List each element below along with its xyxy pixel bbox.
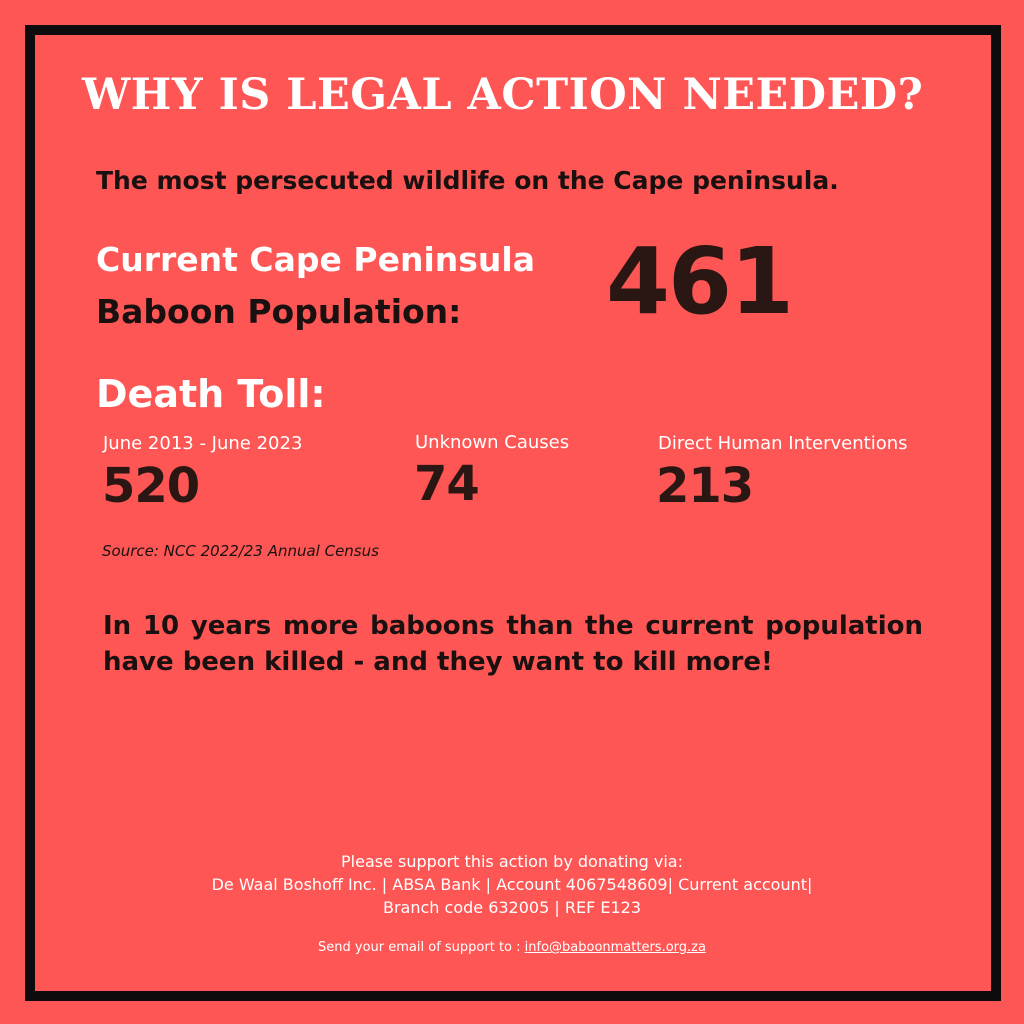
stat-value-unknown-causes: 74 [414,456,480,512]
stat-label-period: June 2013 - June 2023 [103,433,303,454]
population-value: 461 [606,228,794,335]
population-label-line1: Current Cape Peninsula [96,240,535,279]
poster-frame [25,25,1001,1001]
death-toll-heading: Death Toll: [96,372,326,416]
contact-prefix: Send your email of support to : [318,940,525,955]
source-note: Source: NCC 2022/23 Annual Census [102,542,379,560]
stat-value-period: 520 [102,458,200,514]
page-title: WHY IS LEGAL ACTION NEEDED? [82,70,924,120]
subtitle: The most persecuted wildlife on the Cape… [96,166,839,195]
stat-label-human-interventions: Direct Human Interventions [658,433,908,454]
contact-line: Send your email of support to : info@bab… [120,940,904,955]
donation-line-1: Please support this action by donating v… [341,852,683,871]
donation-line-2: De Waal Boshoff Inc. | ABSA Bank | Accou… [211,875,813,894]
email-link[interactable]: info@baboonmatters.org.za [524,940,706,955]
stat-value-human-interventions: 213 [656,458,754,514]
population-label-line2: Baboon Population: [96,292,462,331]
donation-info: Please support this action by donating v… [120,850,904,919]
stat-label-unknown-causes: Unknown Causes [415,432,570,453]
key-statement: In 10 years more baboons than the curren… [103,611,923,677]
donation-line-3: Branch code 632005 | REF E123 [383,898,641,917]
